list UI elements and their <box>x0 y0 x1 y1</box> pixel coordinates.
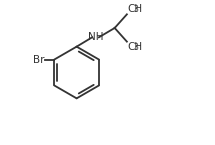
Text: NH: NH <box>88 32 103 42</box>
Text: Br: Br <box>33 55 44 65</box>
Text: 3: 3 <box>133 5 138 14</box>
Text: CH: CH <box>128 4 143 14</box>
Text: CH: CH <box>128 42 143 52</box>
Text: 3: 3 <box>133 43 138 52</box>
